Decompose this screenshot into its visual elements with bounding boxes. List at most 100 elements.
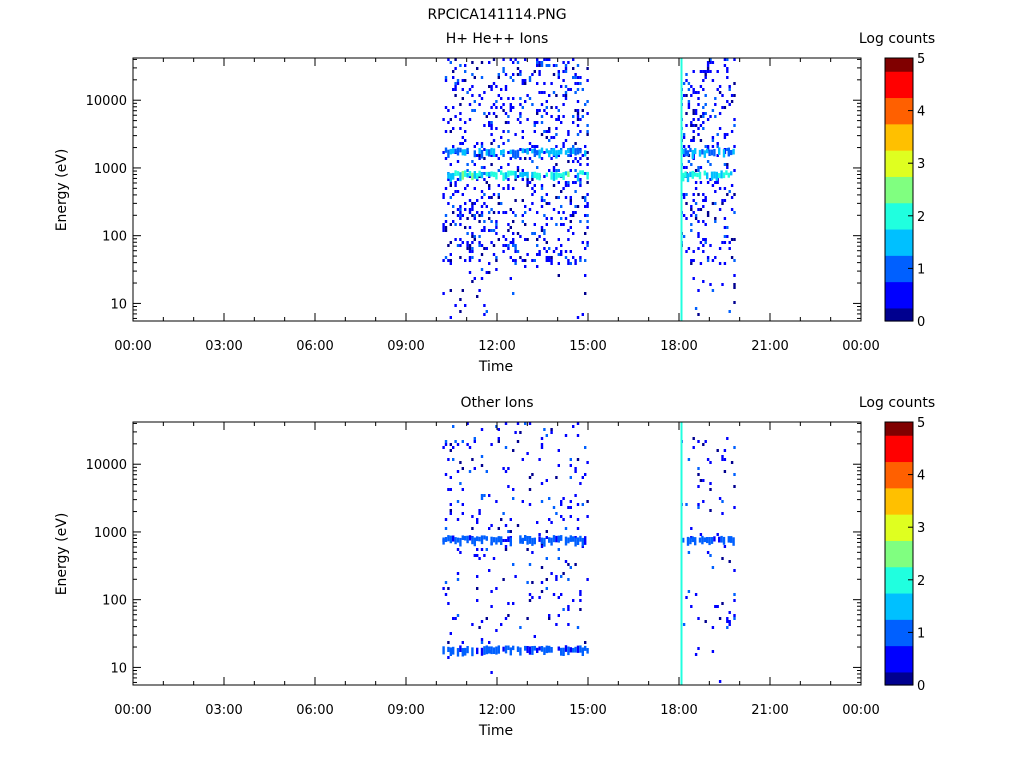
heatmap-cell — [689, 171, 692, 178]
heatmap-cell — [444, 157, 448, 160]
heatmap-cell — [555, 163, 558, 166]
heatmap-cell — [516, 118, 520, 121]
heatmap-cell — [682, 193, 686, 196]
heatmap-cell — [488, 527, 491, 530]
heatmap-cell — [567, 148, 570, 154]
heatmap-cell — [536, 82, 539, 85]
heatmap-cell — [444, 106, 448, 109]
heatmap-cell — [449, 535, 452, 544]
heatmap-cell — [567, 262, 570, 265]
heatmap-cell — [454, 82, 457, 85]
colorbar-label: Log counts — [859, 31, 935, 47]
heatmap-cell — [706, 67, 710, 70]
heatmap-cell — [471, 85, 474, 88]
heatmap-cell — [567, 537, 570, 544]
heatmap-cell — [490, 121, 493, 124]
heatmap-cell — [502, 646, 505, 652]
heatmap-cell — [528, 79, 532, 82]
heatmap-cell — [461, 503, 464, 506]
heatmap-cell — [480, 61, 484, 64]
heatmap-cell — [576, 518, 580, 521]
heatmap-cell — [543, 199, 546, 202]
heatmap-cell — [536, 253, 539, 256]
heatmap-cell — [711, 289, 715, 292]
heatmap-cell — [483, 554, 486, 557]
colorbar-segment — [885, 207, 913, 213]
heatmap-cell — [473, 214, 476, 217]
heatmap-cell — [476, 554, 479, 557]
heatmap-cell — [545, 112, 548, 115]
heatmap-cell — [685, 596, 688, 599]
heatmap-cell — [471, 458, 474, 461]
heatmap-cell — [509, 277, 512, 280]
heatmap-cell — [567, 623, 570, 626]
heatmap-cell — [564, 217, 568, 220]
heatmap-cell — [495, 268, 498, 271]
heatmap-cell — [449, 61, 452, 64]
heatmap-cell — [447, 58, 450, 61]
heatmap-cell — [690, 163, 693, 166]
heatmap-cell — [540, 545, 544, 548]
heatmap-cell — [495, 115, 498, 118]
heatmap-cell — [528, 142, 532, 145]
heatmap-cell — [557, 646, 560, 651]
heatmap-cell — [468, 118, 472, 121]
heatmap-cell — [557, 73, 560, 76]
heatmap-cell — [689, 537, 692, 545]
heatmap-cell — [704, 76, 707, 79]
heatmap-cell — [548, 645, 551, 653]
colorbar-segment — [885, 588, 913, 594]
heatmap-cell — [497, 202, 500, 205]
heatmap-cell — [730, 238, 734, 241]
heatmap-cell — [456, 518, 460, 521]
heatmap-cell — [576, 109, 580, 112]
heatmap-cell — [452, 220, 455, 223]
heatmap-cell — [540, 437, 544, 440]
heatmap-cell — [524, 238, 527, 241]
heatmap-cell — [726, 166, 729, 169]
heatmap-cell — [685, 112, 688, 115]
heatmap-cell — [569, 169, 572, 172]
heatmap-cell — [514, 58, 517, 61]
heatmap-cell — [548, 256, 551, 259]
heatmap-cell — [442, 446, 445, 449]
heatmap-cell — [468, 250, 472, 253]
heatmap-cell — [703, 170, 706, 176]
colorbar-segment — [885, 176, 913, 182]
heatmap-cell — [512, 602, 515, 605]
heatmap-cell — [555, 118, 558, 121]
heatmap-cell — [730, 256, 734, 259]
heatmap-cell — [540, 500, 544, 503]
heatmap-cell — [552, 166, 556, 169]
heatmap-cell — [692, 139, 695, 142]
heatmap-cell — [723, 106, 727, 109]
heatmap-cell — [576, 458, 580, 461]
heatmap-cell — [476, 518, 479, 521]
heatmap-cell — [538, 61, 541, 64]
colorbar-segment — [885, 649, 913, 655]
heatmap-cell — [478, 235, 481, 238]
heatmap-cell — [733, 82, 736, 85]
heatmap-cell — [452, 205, 455, 208]
heatmap-cell — [699, 533, 703, 536]
colorbar-segment — [885, 461, 913, 467]
heatmap-cell — [581, 88, 584, 91]
heatmap-cell — [485, 149, 488, 156]
heatmap-cell — [690, 223, 693, 226]
heatmap-cell — [574, 646, 577, 653]
heatmap-cell — [562, 172, 565, 180]
heatmap-cell — [699, 479, 703, 482]
colorbar-segment — [885, 623, 913, 629]
heatmap-cell — [480, 455, 484, 458]
heatmap-cell — [495, 232, 498, 235]
heatmap-cell — [714, 190, 717, 193]
heatmap-cell — [543, 130, 546, 133]
heatmap-cell — [543, 214, 546, 217]
heatmap-cell — [690, 85, 693, 88]
colorbar-segment — [885, 654, 913, 660]
heatmap-cell — [483, 124, 486, 127]
heatmap-cell — [526, 184, 529, 187]
heatmap-cell — [459, 537, 462, 547]
heatmap-cell — [687, 145, 691, 148]
